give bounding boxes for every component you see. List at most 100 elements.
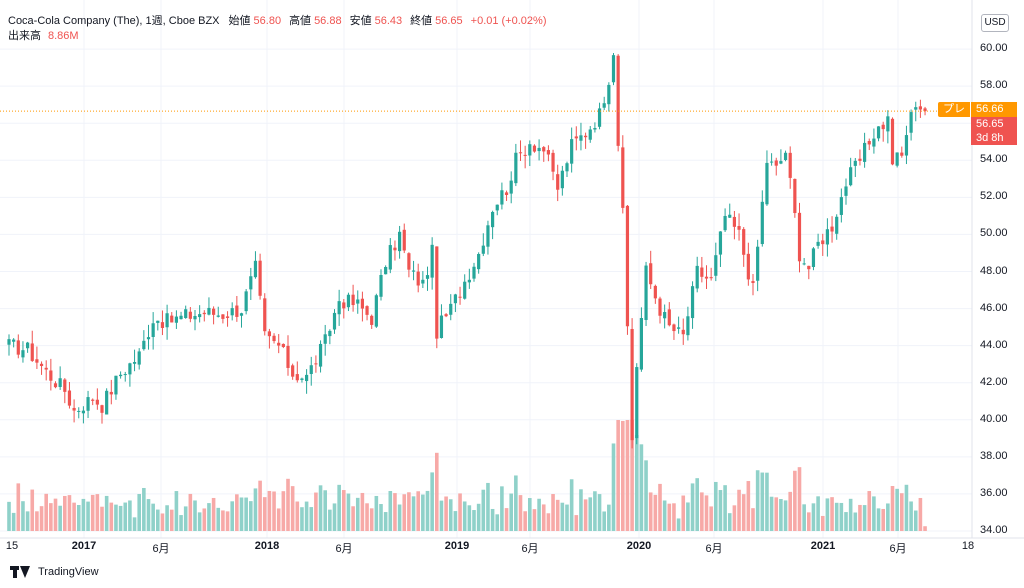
candle-body bbox=[500, 190, 504, 205]
volume-bar bbox=[221, 510, 225, 531]
volume-bar bbox=[72, 502, 76, 531]
y-tick-label: 46.00 bbox=[980, 301, 1008, 314]
volume-bar bbox=[648, 492, 653, 531]
volume-bar bbox=[95, 494, 100, 531]
volume-bar bbox=[225, 511, 230, 531]
candle-body bbox=[63, 379, 67, 392]
volume-bar bbox=[476, 503, 481, 531]
volume-bar bbox=[49, 503, 53, 531]
candle-body bbox=[537, 147, 541, 152]
close-label: 終値 bbox=[410, 15, 433, 27]
volume-bar bbox=[751, 508, 755, 531]
volume-bar bbox=[411, 496, 416, 531]
open-value: 56.80 bbox=[253, 15, 282, 27]
candle-body bbox=[774, 160, 778, 166]
volume-bar bbox=[39, 506, 44, 531]
volume-bar bbox=[249, 501, 253, 531]
volume-bar bbox=[160, 513, 165, 531]
volume-bar bbox=[207, 503, 211, 531]
volume-bars bbox=[7, 420, 927, 531]
candle-body bbox=[849, 167, 853, 186]
candle-body bbox=[509, 180, 513, 194]
volume-bar bbox=[579, 489, 583, 531]
candle-body bbox=[332, 312, 337, 330]
candle-body bbox=[760, 201, 764, 245]
volume-bar bbox=[834, 502, 839, 531]
volume-bar bbox=[7, 501, 11, 531]
candle-body bbox=[890, 118, 895, 165]
candle-body bbox=[346, 294, 351, 308]
candle-body bbox=[239, 313, 244, 316]
brand-text: TradingView bbox=[38, 566, 99, 578]
candle-body bbox=[504, 192, 509, 195]
volume-bar bbox=[179, 515, 183, 531]
volume-bar bbox=[123, 502, 128, 531]
volume-bar bbox=[351, 506, 355, 531]
candle-body bbox=[681, 329, 685, 335]
volume-bar bbox=[109, 502, 114, 531]
volume-bar bbox=[727, 513, 732, 531]
candle-body bbox=[272, 335, 276, 342]
volume-bar bbox=[797, 467, 802, 531]
volume-bar bbox=[318, 485, 323, 531]
candle-body bbox=[491, 211, 495, 228]
candle-body bbox=[802, 263, 806, 265]
candle-body bbox=[21, 350, 25, 358]
candle-body bbox=[253, 260, 258, 278]
candle-body bbox=[402, 229, 406, 251]
candle-body bbox=[909, 112, 913, 133]
y-tick-label: 50.00 bbox=[980, 227, 1008, 240]
volume-bar bbox=[258, 480, 262, 531]
volume-bar bbox=[183, 506, 188, 531]
candle-body bbox=[328, 330, 332, 337]
candle-body bbox=[858, 158, 862, 161]
candle-body bbox=[658, 298, 662, 316]
candle-body bbox=[556, 174, 560, 190]
currency-button[interactable]: USD bbox=[981, 14, 1009, 32]
candle-body bbox=[216, 315, 220, 317]
volume-bar bbox=[230, 501, 234, 531]
volume-bar bbox=[421, 494, 425, 531]
volume-bar bbox=[755, 470, 760, 531]
volume-bar bbox=[523, 511, 527, 531]
volume-bar bbox=[490, 508, 495, 531]
volume-bar bbox=[848, 498, 853, 531]
candlestick-series bbox=[7, 53, 927, 449]
volume-bar bbox=[495, 514, 500, 531]
volume-bar bbox=[872, 496, 876, 531]
candle-body bbox=[472, 266, 476, 279]
last-price-value: 56.65 bbox=[976, 118, 1004, 130]
volume-bar bbox=[462, 501, 467, 531]
candle-body bbox=[286, 345, 290, 368]
volume-bar bbox=[862, 505, 867, 531]
candle-body bbox=[230, 308, 234, 316]
volume-bar bbox=[458, 493, 462, 531]
volume-bar bbox=[281, 491, 286, 531]
candle-body bbox=[244, 291, 248, 312]
candle-body bbox=[467, 279, 471, 283]
candle-body bbox=[825, 229, 829, 245]
candle-body bbox=[249, 276, 253, 290]
candle-body bbox=[602, 103, 606, 108]
tradingview-branding[interactable]: TradingView bbox=[10, 566, 99, 578]
candle-body bbox=[430, 244, 434, 278]
candle-body bbox=[86, 397, 90, 411]
candle-body bbox=[193, 315, 197, 320]
volume-bar bbox=[156, 509, 160, 531]
volume-bar bbox=[876, 508, 881, 531]
volume-bar bbox=[383, 512, 388, 531]
candle-body bbox=[728, 214, 732, 218]
volume-bar bbox=[25, 511, 30, 531]
volume-bar bbox=[165, 505, 169, 531]
candle-body bbox=[100, 405, 104, 413]
volume-bar bbox=[555, 499, 560, 531]
volume-bar bbox=[690, 483, 695, 531]
candle-body bbox=[7, 339, 11, 345]
symbol-title[interactable]: Coca-Cola Company (The), 1週, Cboe BZX bbox=[8, 15, 220, 27]
candle-body bbox=[225, 316, 230, 318]
candle-body bbox=[281, 343, 285, 348]
candle-body bbox=[449, 303, 453, 315]
candle-body bbox=[39, 363, 44, 367]
candle-body bbox=[835, 216, 839, 234]
